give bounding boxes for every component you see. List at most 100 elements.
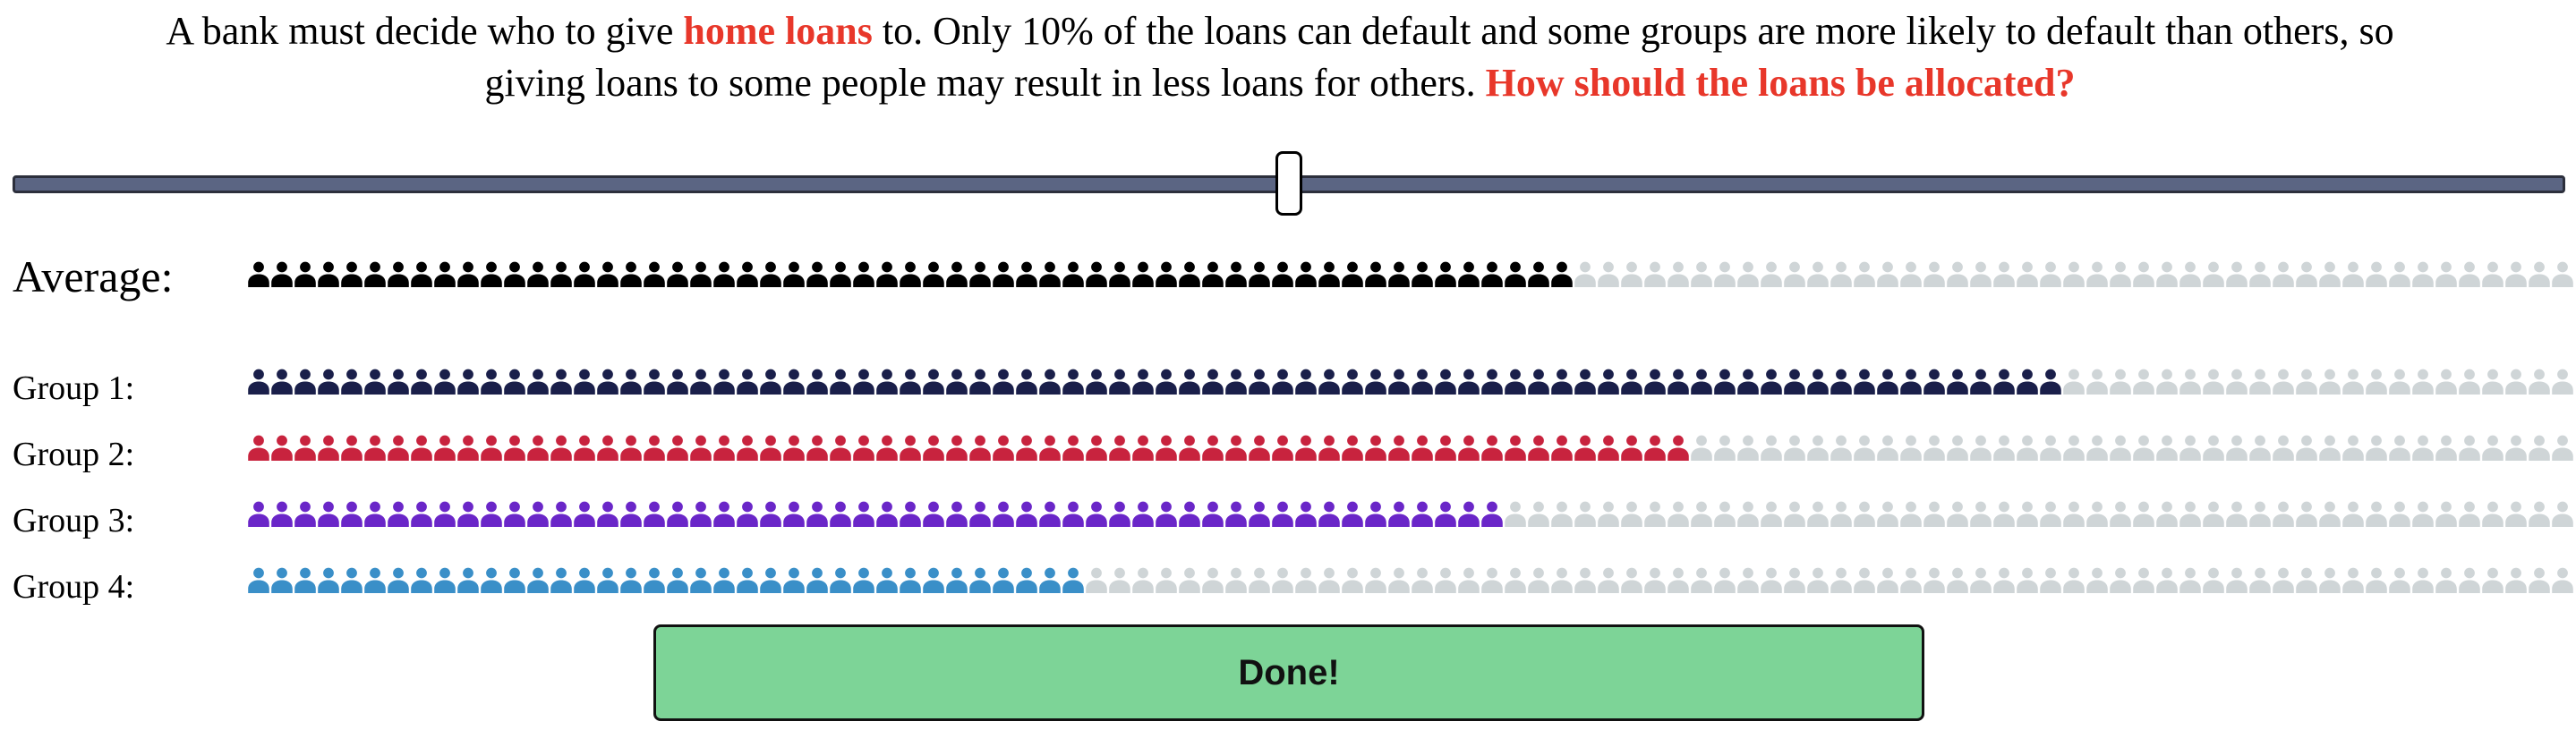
person-icon	[1644, 501, 1666, 527]
person-icon	[2086, 501, 2108, 527]
person-icon	[2552, 567, 2573, 593]
person-icon	[1854, 435, 1875, 461]
person-icon	[318, 369, 339, 395]
person-icon	[969, 435, 991, 461]
person-icon	[318, 567, 339, 593]
person-icon	[876, 261, 898, 287]
prompt-highlight-home-loans: home loans	[683, 9, 873, 53]
person-icon	[2459, 369, 2480, 395]
person-icon	[760, 567, 781, 593]
person-icon	[1621, 435, 1642, 461]
person-icon	[1854, 567, 1875, 593]
person-icon	[527, 567, 549, 593]
person-icon	[1714, 435, 1736, 461]
person-icon	[574, 567, 595, 593]
person-icon	[1435, 501, 1456, 527]
person-icon	[527, 261, 549, 287]
person-icon	[620, 435, 642, 461]
person-icon	[2249, 261, 2271, 287]
person-icon	[388, 369, 409, 395]
person-icon	[2156, 369, 2178, 395]
person-icon	[2017, 567, 2038, 593]
person-icon	[2226, 369, 2248, 395]
person-icon	[1062, 435, 1084, 461]
person-icon	[853, 501, 874, 527]
person-icon	[1249, 261, 1270, 287]
person-icon	[900, 261, 921, 287]
person-icon	[1993, 435, 2015, 461]
done-button[interactable]: Done!	[653, 624, 1924, 721]
person-icon	[1877, 369, 1898, 395]
person-icon	[1551, 435, 1573, 461]
person-icon	[2505, 501, 2527, 527]
person-icon	[2482, 369, 2503, 395]
group-1-people-row	[247, 368, 2573, 395]
person-icon	[1784, 501, 1805, 527]
person-icon	[1225, 567, 1247, 593]
person-icon	[900, 369, 921, 395]
person-icon	[806, 435, 828, 461]
person-icon	[1388, 369, 1410, 395]
person-icon	[1621, 501, 1642, 527]
person-icon	[713, 369, 735, 395]
person-icon	[1993, 501, 2015, 527]
person-icon	[853, 567, 874, 593]
person-icon	[2086, 567, 2108, 593]
person-icon	[1388, 261, 1410, 287]
person-icon	[481, 369, 502, 395]
person-icon	[1295, 501, 1317, 527]
person-icon	[1365, 261, 1386, 287]
person-icon	[2412, 567, 2434, 593]
person-icon	[2226, 501, 2248, 527]
person-icon	[597, 261, 618, 287]
person-icon	[1109, 501, 1130, 527]
person-icon	[2226, 567, 2248, 593]
person-icon	[1202, 435, 1224, 461]
person-icon	[2296, 501, 2317, 527]
person-icon	[690, 501, 712, 527]
person-icon	[271, 435, 293, 461]
person-icon	[457, 261, 479, 287]
person-icon	[1807, 369, 1829, 395]
person-icon	[667, 435, 688, 461]
person-icon	[1039, 369, 1061, 395]
person-icon	[2040, 567, 2061, 593]
person-icon	[946, 501, 968, 527]
person-icon	[597, 369, 618, 395]
person-icon	[1062, 261, 1084, 287]
person-icon	[574, 435, 595, 461]
allocation-slider-handle[interactable]	[1275, 151, 1302, 216]
person-icon	[690, 369, 712, 395]
person-icon	[1365, 567, 1386, 593]
person-icon	[550, 261, 572, 287]
person-icon	[457, 435, 479, 461]
person-icon	[1132, 435, 1154, 461]
person-icon	[2366, 501, 2387, 527]
person-icon	[690, 435, 712, 461]
person-icon	[969, 261, 991, 287]
person-icon	[1993, 261, 2015, 287]
person-icon	[1691, 501, 1712, 527]
person-icon	[1318, 435, 1340, 461]
person-icon	[2203, 501, 2224, 527]
person-icon	[2156, 435, 2178, 461]
person-icon	[1505, 261, 1526, 287]
person-icon	[760, 435, 781, 461]
person-icon	[2435, 369, 2457, 395]
person-icon	[2319, 567, 2341, 593]
person-icon	[644, 435, 665, 461]
person-icon	[1923, 567, 1945, 593]
person-icon	[1505, 501, 1526, 527]
person-icon	[2203, 369, 2224, 395]
person-icon	[411, 261, 432, 287]
person-icon	[2203, 261, 2224, 287]
person-icon	[783, 369, 805, 395]
person-icon	[1435, 369, 1456, 395]
person-icon	[1435, 567, 1456, 593]
person-icon	[1412, 501, 1433, 527]
person-icon	[434, 261, 456, 287]
person-icon	[969, 369, 991, 395]
person-icon	[2482, 435, 2503, 461]
instructions-text: A bank must decide who to give home loan…	[125, 5, 2435, 109]
person-icon	[2273, 567, 2294, 593]
